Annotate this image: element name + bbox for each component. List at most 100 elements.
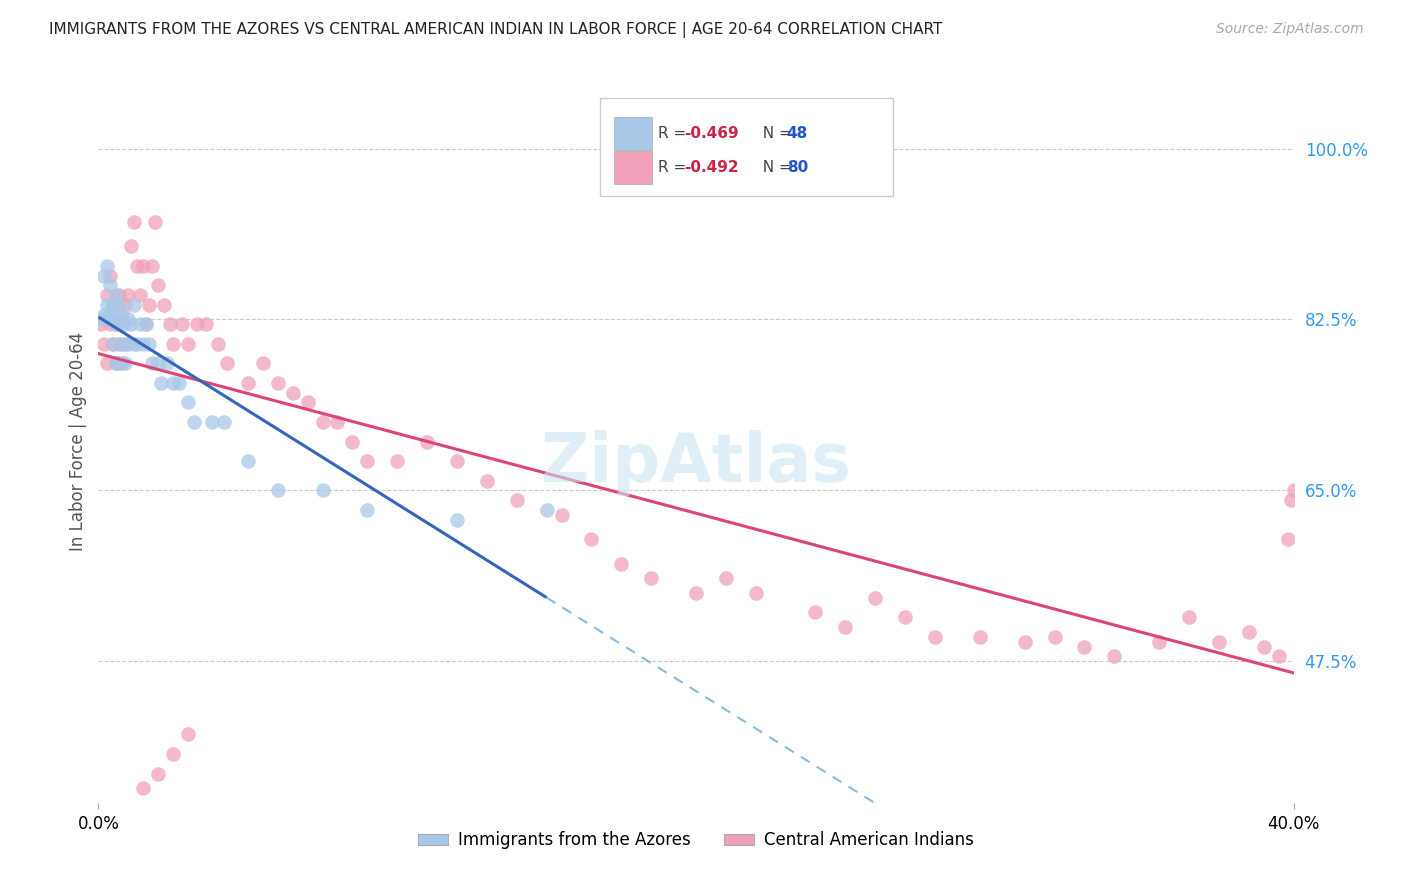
Point [90,318,112,332]
Point [1043,630,1066,644]
Point [1208,634,1230,648]
Point [117,312,139,326]
FancyBboxPatch shape [613,117,652,151]
Point [153,298,176,312]
Point [105,288,128,302]
Point [108,318,131,332]
Point [98,318,122,332]
Point [894,610,917,624]
Point [138,337,160,351]
Point [1279,493,1302,508]
Point [127,259,149,273]
Point [108,337,131,351]
Point [162,747,184,761]
Point [135,318,157,332]
Point [132,781,155,796]
Point [506,493,529,508]
Point [865,591,887,605]
Point [124,215,146,229]
Text: N =: N = [754,161,797,175]
Point [105,356,128,370]
Point [236,376,259,390]
Point [105,318,128,332]
Point [111,312,134,326]
Point [120,239,142,253]
Point [98,312,122,326]
Point [156,356,179,370]
Point [141,356,163,370]
Point [356,454,378,468]
Point [215,356,238,370]
Point [281,385,304,400]
Point [1282,483,1305,498]
Point [183,415,205,429]
Point [111,356,134,370]
Point [93,268,115,283]
FancyBboxPatch shape [600,98,893,196]
Point [177,727,200,741]
Text: N =: N = [754,127,797,141]
Point [536,503,558,517]
Point [172,318,194,332]
Point [1014,634,1036,648]
Point [129,288,152,302]
Point [120,318,142,332]
Point [177,337,200,351]
Point [108,356,131,370]
Point [162,376,184,390]
Point [1104,649,1126,664]
Point [714,571,737,585]
Legend: Immigrants from the Azores, Central American Indians: Immigrants from the Azores, Central Amer… [412,824,980,856]
Point [111,312,134,326]
Point [167,376,190,390]
Point [745,586,768,600]
Point [96,356,118,370]
Point [1073,640,1095,654]
Point [114,318,136,332]
Point [297,395,319,409]
Point [236,454,259,468]
Point [186,318,208,332]
Point [311,415,333,429]
Point [150,376,173,390]
Point [1237,624,1260,639]
Text: ZipAtlas: ZipAtlas [541,430,851,496]
Point [117,337,139,351]
Point [195,318,218,332]
Point [356,503,378,517]
Point [1277,532,1299,546]
Point [114,337,136,351]
Point [267,376,290,390]
Point [111,337,134,351]
Y-axis label: In Labor Force | Age 20-64: In Labor Force | Age 20-64 [69,332,87,551]
Text: IMMIGRANTS FROM THE AZORES VS CENTRAL AMERICAN INDIAN IN LABOR FORCE | AGE 20-64: IMMIGRANTS FROM THE AZORES VS CENTRAL AM… [49,22,942,38]
Point [98,268,122,283]
Point [114,298,136,312]
Point [148,766,170,780]
Point [148,278,170,293]
Text: Source: ZipAtlas.com: Source: ZipAtlas.com [1216,22,1364,37]
Point [159,318,181,332]
Point [342,434,364,449]
Point [105,318,128,332]
Point [416,434,439,449]
Point [177,395,200,409]
Point [93,337,115,351]
Point [96,298,118,312]
Point [132,259,155,273]
Point [162,337,184,351]
Point [804,606,827,620]
Point [129,318,152,332]
Point [127,337,149,351]
Text: -0.492: -0.492 [685,161,738,175]
Point [201,415,224,429]
Text: R =: R = [658,161,690,175]
Point [1178,610,1201,624]
Text: 80: 80 [787,161,808,175]
Point [267,483,290,498]
Text: R =: R = [658,127,690,141]
Point [212,415,235,429]
Point [135,318,157,332]
Point [475,474,498,488]
Point [108,298,131,312]
